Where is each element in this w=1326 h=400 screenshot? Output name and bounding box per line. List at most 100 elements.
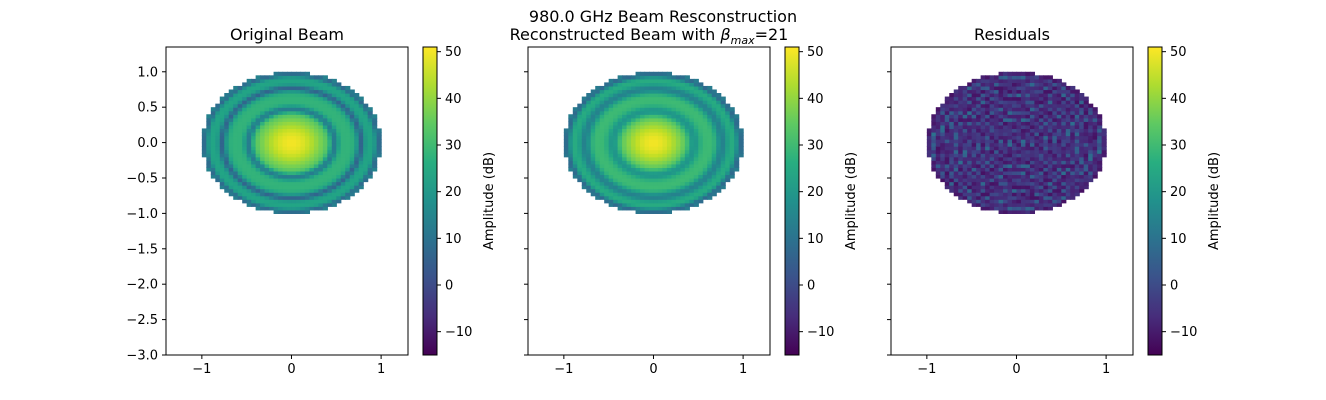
heatmap-cell: [1038, 206, 1044, 211]
heatmap-cell: [949, 177, 955, 183]
heatmap-cell: [287, 100, 293, 105]
heatmap-cell: [944, 135, 950, 140]
heatmap-cell: [680, 110, 686, 115]
heatmap-cell: [689, 192, 695, 197]
heatmap-cell: [1052, 153, 1058, 158]
heatmap-cell: [304, 206, 311, 211]
heatmap-cell: [273, 209, 279, 214]
heatmap-cell: [958, 117, 964, 122]
heatmap-residuals: [926, 71, 1107, 214]
heatmap-cell: [1079, 93, 1085, 98]
heatmap-cell: [698, 188, 704, 193]
heatmap-cell: [693, 114, 699, 119]
heatmap-cell: [962, 107, 968, 112]
heatmap-cell: [260, 82, 266, 87]
heatmap-cell: [1038, 131, 1044, 137]
heatmap-cell: [989, 100, 995, 105]
heatmap-cell: [246, 199, 252, 204]
heatmap-cell: [698, 128, 704, 133]
heatmap-cell: [640, 149, 646, 154]
heatmap-cell: [1056, 93, 1062, 98]
colorbar-label: Amplitude (dB): [1207, 152, 1222, 250]
heatmap-cell: [363, 117, 369, 122]
heatmap-cell: [590, 153, 596, 158]
heatmap-cell: [246, 89, 252, 94]
heatmap-cell: [1047, 149, 1053, 154]
heatmap-cell: [313, 75, 319, 80]
heatmap-cell: [358, 135, 364, 140]
heatmap-cell: [1079, 100, 1085, 105]
heatmap-cell: [295, 131, 302, 137]
heatmap-cell: [273, 71, 279, 76]
heatmap-cell: [1088, 153, 1094, 158]
heatmap-cell: [572, 153, 578, 158]
heatmap-cell: [1020, 139, 1027, 144]
heatmap-cell: [278, 156, 284, 161]
heatmap-cell: [1034, 167, 1040, 172]
heatmap-cell: [287, 71, 293, 76]
heatmap-cell: [994, 195, 1000, 200]
heatmap-cell: [367, 131, 373, 137]
heatmap-cell: [1012, 156, 1018, 161]
heatmap-cell: [626, 177, 632, 183]
heatmap-cell: [287, 160, 293, 165]
heatmap-cell: [586, 107, 592, 112]
heatmap-cell: [318, 153, 324, 158]
heatmap-cell: [590, 188, 596, 193]
heatmap-cell: [617, 114, 623, 119]
heatmap-cell: [608, 103, 614, 108]
heatmap-cell: [354, 181, 360, 186]
heatmap-cell: [224, 163, 230, 168]
colorbar-reconstructed: [784, 46, 800, 356]
heatmap-cell: [958, 149, 964, 154]
heatmap-cell: [278, 103, 284, 108]
heatmap-cell: [331, 181, 337, 186]
heatmap-cell: [304, 170, 311, 176]
heatmap-cell: [1029, 195, 1036, 200]
heatmap-cell: [998, 103, 1004, 108]
heatmap-cell: [300, 82, 306, 87]
heatmap-cell: [304, 209, 311, 214]
heatmap-cell: [971, 117, 977, 122]
heatmap-cell: [278, 199, 284, 204]
heatmap-cell: [994, 146, 1000, 151]
heatmap-cell: [702, 167, 708, 172]
heatmap-cell: [1052, 107, 1058, 112]
heatmap-cell: [246, 124, 252, 130]
heatmap-cell: [707, 121, 713, 126]
heatmap-cell: [1083, 167, 1089, 172]
heatmap-cell: [1079, 107, 1085, 112]
heatmap-cell: [572, 131, 578, 137]
heatmap-cell: [318, 163, 324, 168]
heatmap-cell: [322, 110, 328, 115]
heatmap-cell: [1056, 163, 1062, 168]
heatmap-cell: [613, 199, 619, 204]
heatmap-cell: [264, 167, 270, 172]
heatmap-cell: [980, 177, 986, 183]
heatmap-cell: [971, 135, 977, 140]
heatmap-cell: [1038, 124, 1044, 130]
heatmap-cell: [1070, 185, 1076, 190]
heatmap-cell: [300, 142, 306, 147]
heatmap-cell: [1056, 96, 1062, 101]
heatmap-cell: [581, 117, 587, 122]
heatmap-cell: [1074, 149, 1080, 154]
heatmap-cell: [367, 110, 373, 115]
heatmap-cell: [1003, 103, 1009, 108]
heatmap-cell: [590, 174, 596, 179]
heatmap-cell: [613, 195, 619, 200]
heatmap-cell: [613, 163, 619, 168]
heatmap-cell: [608, 170, 614, 176]
heatmap-cell: [318, 199, 324, 204]
heatmap-cell: [322, 93, 328, 98]
colorbar-tick-label: 50: [807, 45, 824, 60]
y-tick-label: 0.5: [137, 101, 158, 116]
heatmap-cell: [1020, 142, 1027, 147]
heatmap-cell: [572, 146, 578, 151]
heatmap-cell: [331, 85, 337, 91]
heatmap-cell: [300, 139, 306, 144]
heatmap-cell: [1043, 153, 1049, 158]
heatmap-cell: [666, 139, 673, 144]
heatmap-cell: [1038, 174, 1044, 179]
heatmap-cell: [228, 163, 234, 168]
